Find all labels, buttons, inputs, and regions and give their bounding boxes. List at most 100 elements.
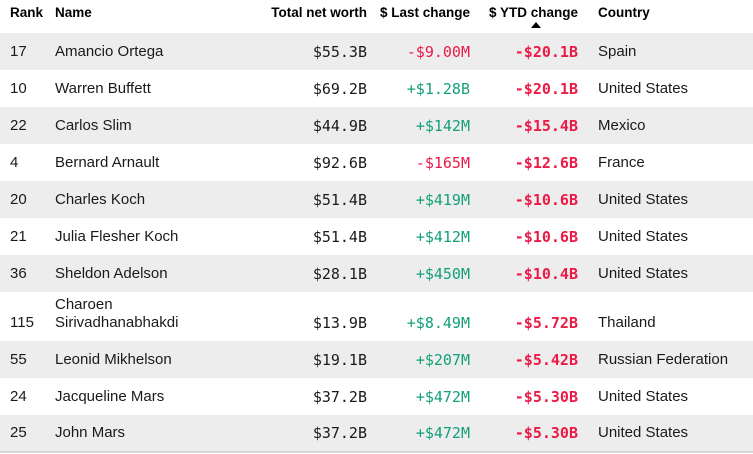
column-header-net-worth[interactable]: Total net worth — [271, 5, 367, 20]
billionaire-name-link[interactable]: Leonid Mikhelson — [55, 351, 172, 368]
rank-cell: 115 — [10, 314, 34, 331]
last-change-cell: +$419M — [415, 191, 470, 209]
name-cell[interactable]: Charoen Sirivadhanabhakdi — [55, 292, 255, 341]
rank-cell: 17 — [10, 43, 27, 60]
name-cell[interactable]: Julia Flesher Koch — [55, 218, 255, 255]
ytd-change-cell: -$10.6B — [514, 228, 578, 246]
rank-cell: 10 — [10, 80, 27, 97]
table-row[interactable]: 36 Sheldon Adelson $28.1B +$450M -$10.4B… — [0, 255, 753, 292]
table-row[interactable]: 55 Leonid Mikhelson $19.1B +$207M -$5.42… — [0, 341, 753, 378]
country-cell: Spain — [598, 43, 637, 60]
country-cell: United States — [598, 424, 689, 441]
billionaire-name-link[interactable]: Julia Flesher Koch — [55, 228, 179, 245]
column-header-country[interactable]: Country — [598, 5, 650, 20]
table-row[interactable]: 4 Bernard Arnault $92.6B -$165M -$12.6B … — [0, 144, 753, 181]
country-cell: United States — [598, 265, 689, 282]
ytd-change-cell: -$20.1B — [514, 43, 578, 61]
rank-cell: 24 — [10, 388, 27, 405]
net-worth-cell: $13.9B — [312, 314, 367, 332]
rank-cell: 25 — [10, 424, 27, 441]
net-worth-cell: $37.2B — [312, 388, 367, 406]
name-cell[interactable]: Leonid Mikhelson — [55, 341, 255, 378]
billionaire-name-link[interactable]: Carlos Slim — [55, 117, 132, 134]
table-row[interactable]: 21 Julia Flesher Koch $51.4B +$412M -$10… — [0, 218, 753, 255]
rank-cell: 4 — [10, 154, 19, 171]
net-worth-cell: $69.2B — [312, 80, 367, 98]
ytd-change-cell: -$10.6B — [514, 191, 578, 209]
last-change-cell: +$1.28B — [406, 80, 470, 98]
sort-ascending-triangle-icon — [531, 22, 541, 28]
column-header-ytd-label: $ YTD change — [488, 5, 578, 20]
billionaire-name-link[interactable]: Bernard Arnault — [55, 154, 160, 171]
name-cell[interactable]: John Mars — [55, 415, 255, 452]
ytd-change-cell: -$12.6B — [514, 154, 578, 172]
last-change-cell: +$412M — [415, 228, 470, 246]
country-cell: United States — [598, 80, 689, 97]
country-cell: Thailand — [598, 314, 656, 331]
net-worth-cell: $55.3B — [312, 43, 367, 61]
net-worth-cell: $37.2B — [312, 424, 367, 442]
last-change-cell: +$450M — [415, 265, 470, 283]
net-worth-cell: $28.1B — [312, 265, 367, 283]
ytd-change-cell: -$10.4B — [514, 265, 578, 283]
name-cell[interactable]: Carlos Slim — [55, 107, 255, 144]
table-header-row: Rank Name Total net worth $ Last change … — [0, 0, 753, 33]
net-worth-cell: $51.4B — [312, 228, 367, 246]
rank-cell: 55 — [10, 351, 27, 368]
name-cell[interactable]: Charles Koch — [55, 181, 255, 218]
name-cell[interactable]: Warren Buffett — [55, 70, 255, 107]
table-body: 17 Amancio Ortega $55.3B -$9.00M -$20.1B… — [0, 33, 753, 452]
name-cell[interactable]: Jacqueline Mars — [55, 378, 255, 415]
name-cell[interactable]: Bernard Arnault — [55, 144, 255, 181]
name-cell[interactable]: Sheldon Adelson — [55, 255, 255, 292]
last-change-cell: +$8.49M — [406, 314, 470, 332]
billionaire-name-link[interactable]: Charles Koch — [55, 191, 146, 208]
last-change-cell: +$142M — [415, 117, 470, 135]
net-worth-cell: $51.4B — [312, 191, 367, 209]
ytd-change-cell: -$20.1B — [514, 80, 578, 98]
billionaire-name-link[interactable]: Amancio Ortega — [55, 43, 164, 60]
table-row[interactable]: 17 Amancio Ortega $55.3B -$9.00M -$20.1B… — [0, 33, 753, 70]
last-change-cell: +$472M — [415, 388, 470, 406]
ytd-change-cell: -$15.4B — [514, 117, 578, 135]
billionaire-name-link[interactable]: Sheldon Adelson — [55, 265, 168, 282]
net-worth-cell: $44.9B — [312, 117, 367, 135]
last-change-cell: -$9.00M — [406, 43, 470, 61]
rank-cell: 22 — [10, 117, 27, 134]
column-header-rank[interactable]: Rank — [10, 5, 44, 20]
name-cell[interactable]: Amancio Ortega — [55, 33, 255, 70]
billionaire-name-link[interactable]: Charoen Sirivadhanabhakdi — [55, 296, 179, 331]
table-row[interactable]: 24 Jacqueline Mars $37.2B +$472M -$5.30B… — [0, 378, 753, 415]
ytd-change-cell: -$5.42B — [514, 351, 578, 369]
table-header: Rank Name Total net worth $ Last change … — [0, 0, 753, 33]
last-change-cell: +$472M — [415, 424, 470, 442]
rank-cell: 36 — [10, 265, 27, 282]
table-row[interactable]: 10 Warren Buffett $69.2B +$1.28B -$20.1B… — [0, 70, 753, 107]
billionaire-name-link[interactable]: Jacqueline Mars — [55, 388, 165, 405]
country-cell: United States — [598, 388, 689, 405]
table-row[interactable]: 25 John Mars $37.2B +$472M -$5.30B Unite… — [0, 415, 753, 452]
column-header-ytd-change[interactable]: $ YTD change — [470, 0, 578, 33]
country-cell: United States — [598, 191, 689, 208]
ytd-change-cell: -$5.30B — [514, 424, 578, 442]
column-header-last-change[interactable]: $ Last change — [379, 5, 470, 20]
net-worth-cell: $92.6B — [312, 154, 367, 172]
billionaire-name-link[interactable]: Warren Buffett — [55, 80, 151, 97]
last-change-cell: -$165M — [415, 154, 470, 172]
column-header-name[interactable]: Name — [55, 5, 92, 20]
rank-cell: 20 — [10, 191, 27, 208]
table-row[interactable]: 115 Charoen Sirivadhanabhakdi $13.9B +$8… — [0, 292, 753, 341]
table-row[interactable]: 22 Carlos Slim $44.9B +$142M -$15.4B Mex… — [0, 107, 753, 144]
ytd-change-cell: -$5.30B — [514, 388, 578, 406]
country-cell: Russian Federation — [598, 351, 729, 368]
rank-cell: 21 — [10, 228, 27, 245]
ytd-change-cell: -$5.72B — [514, 314, 578, 332]
table-row[interactable]: 20 Charles Koch $51.4B +$419M -$10.6B Un… — [0, 181, 753, 218]
country-cell: United States — [598, 228, 689, 245]
country-cell: France — [598, 154, 645, 171]
billionaire-name-link[interactable]: John Mars — [55, 424, 126, 441]
country-cell: Mexico — [598, 117, 646, 134]
net-worth-cell: $19.1B — [312, 351, 367, 369]
last-change-cell: +$207M — [415, 351, 470, 369]
